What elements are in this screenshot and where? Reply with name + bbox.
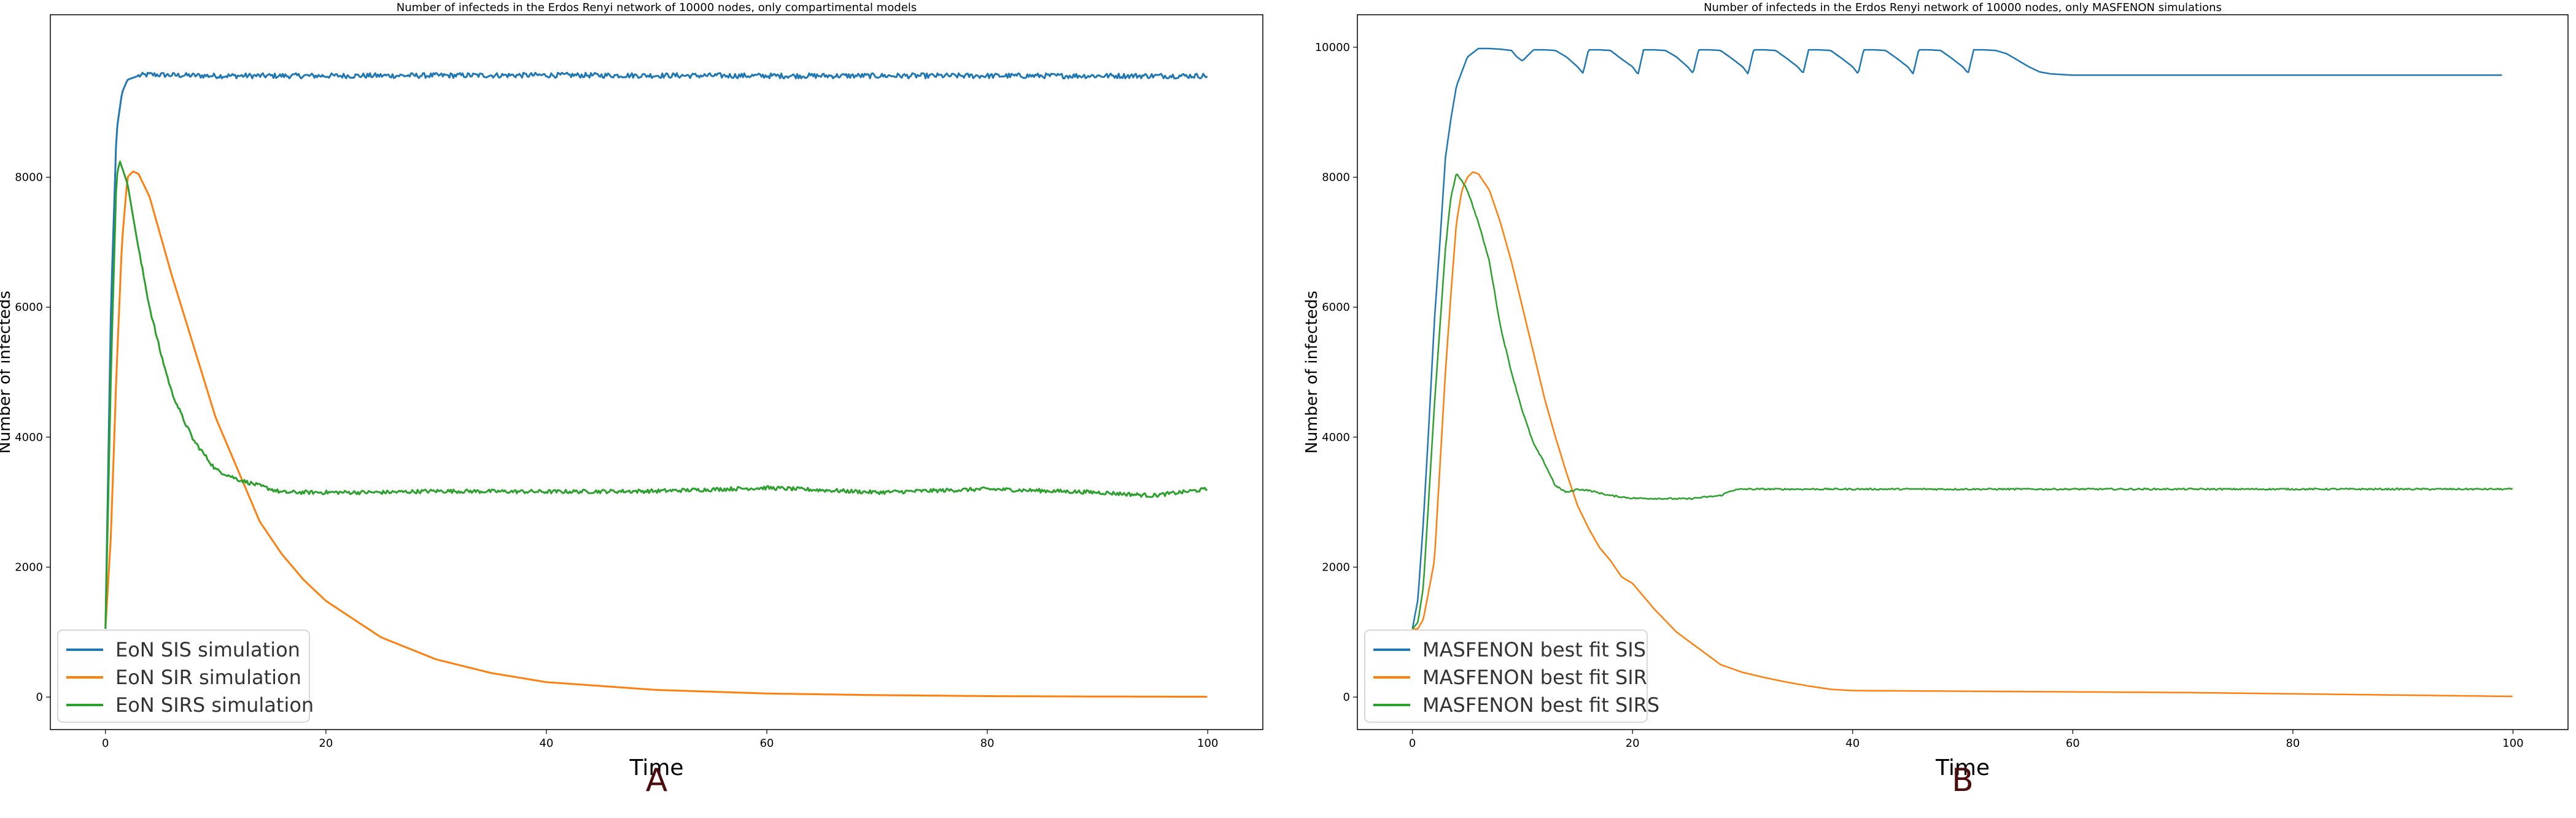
y-tick-label: 4000 [15,431,43,444]
y-tick-label: 6000 [15,301,43,314]
series-line-sir [104,170,1208,698]
legend-entry: MASFENON best fit SIRS [1422,693,1659,717]
x-tick-label: 60 [2066,737,2080,750]
panel-letter: B [1952,762,1974,799]
y-tick-label: 2000 [15,561,43,574]
x-axis-label: Time [629,755,683,781]
legend-entry: EoN SIS simulation [115,638,300,661]
y-tick-label: 6000 [1322,301,1350,314]
series-line-sis [1411,47,2502,629]
plot-frame [1357,14,2569,730]
x-tick-label: 80 [2286,737,2300,750]
chart-panel-b: Number of infecteds in the Erdos Renyi n… [1303,1,2569,799]
legend-entry: MASFENON best fit SIR [1422,666,1647,689]
y-tick-label: 8000 [1322,171,1350,184]
y-axis-label: Number of infecteds [1303,290,1321,453]
y-tick-label: 0 [36,691,43,704]
series-line-sis [104,71,1208,629]
series-line-sirs [104,160,1208,629]
series-line-sirs [1411,173,2513,629]
legend-entry: EoN SIR simulation [115,666,301,689]
x-tick-label: 100 [1197,737,1218,750]
x-tick-label: 20 [319,737,333,750]
y-tick-label: 10000 [1315,41,1350,54]
x-tick-label: 0 [1409,737,1416,750]
series-line-sir [1412,171,2513,698]
legend-entry: EoN SIRS simulation [115,693,314,717]
y-tick-label: 8000 [15,171,43,184]
x-tick-label: 40 [540,737,554,750]
x-tick-label: 60 [760,737,774,750]
y-tick-label: 2000 [1322,561,1350,574]
x-tick-label: 0 [102,737,109,750]
y-axis-label: Number of infecteds [0,290,14,453]
legend: MASFENON best fit SIS MASFENON best fit S… [1364,629,1659,723]
y-tick-label: 0 [1343,691,1350,704]
legend: EoN SIS simulation EoN SIR simulation EoN … [57,629,314,723]
x-tick-label: 80 [980,737,995,750]
panel-letter: A [646,762,668,799]
chart-title: Number of infecteds in the Erdos Renyi n… [397,1,917,14]
x-axis-label: Time [1935,755,1990,781]
y-tick-label: 4000 [1322,431,1350,444]
x-tick-label: 40 [1845,737,1860,750]
legend-entry: MASFENON best fit SIS [1422,638,1646,661]
plot-frame [50,14,1263,730]
legend-box [57,629,310,723]
legend-box [1364,629,1648,723]
chart-title: Number of infecteds in the Erdos Renyi n… [1704,1,2222,14]
x-tick-label: 20 [1626,737,1640,750]
x-tick-label: 100 [2502,737,2523,750]
chart-panel-a: Number of infecteds in the Erdos Renyi n… [0,1,1263,799]
